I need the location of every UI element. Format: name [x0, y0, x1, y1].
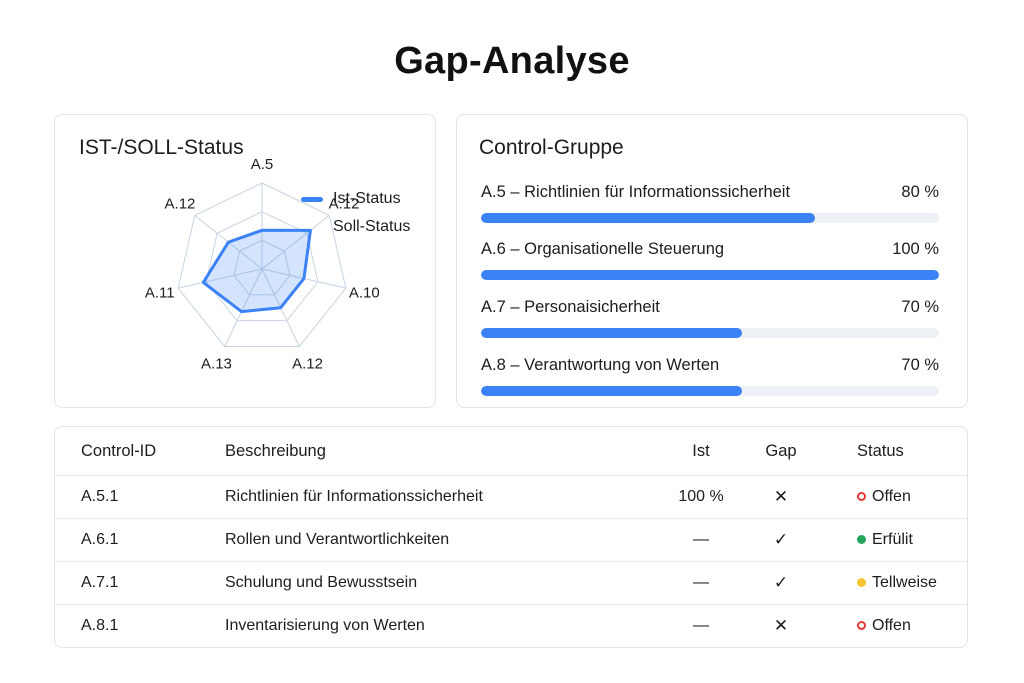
group-row: A.6 – Organisationelle Steuerung 100 %: [481, 240, 939, 284]
cell-ist: 100 %: [678, 487, 724, 505]
cell-control-id: A.8.1: [81, 616, 119, 634]
cell-description: Rollen und Verantwortlichkeiten: [225, 530, 450, 548]
table-row[interactable]: A.6.1 Rollen und Verantwortlichkeiten — …: [55, 518, 967, 562]
radar-axis-label: A.5: [251, 156, 274, 173]
table-row[interactable]: A.7.1 Schulung und Bewusstsein — ✓ Tellw…: [55, 561, 967, 605]
table-row[interactable]: A.5.1 Richtlinien für Informationssicher…: [55, 475, 967, 519]
header-status[interactable]: Status: [857, 441, 904, 460]
progress-fill: [481, 270, 939, 280]
status-open-icon: [857, 492, 866, 501]
legend-item-soll: Soll-Status: [301, 213, 410, 241]
table-header: Control-ID Beschreibung Ist Gap Status: [55, 427, 967, 476]
cell-description: Inventarisierung von Werten: [225, 616, 425, 634]
status-badge: Offen: [857, 604, 911, 647]
legend-swatch-soll: [301, 225, 323, 230]
radar-spoke: [224, 268, 263, 347]
legend-label-soll: Soll-Status: [333, 218, 411, 235]
cell-ist: —: [693, 530, 709, 548]
status-label: Erfülit: [872, 530, 913, 548]
cell-control-id: A.7.1: [81, 573, 119, 591]
progress-fill: [481, 213, 816, 223]
status-badge: Erfülit: [857, 518, 913, 561]
gap-cross-icon: ✕: [773, 615, 789, 635]
cell-description: Schulung und Bewusstsein: [225, 573, 418, 591]
progress-track: [481, 213, 939, 223]
radar-series-ist: [201, 228, 312, 314]
header-gap[interactable]: Gap: [765, 441, 797, 460]
cell-description: Richtlinien für Informationssicherheit: [225, 487, 483, 505]
group-row: A.8 – Verantwortung von Werten 70 %: [481, 356, 939, 400]
group-percent: 70 %: [901, 356, 939, 374]
control-gruppe-card: Control-Gruppe A.5 – Richtlinien für Inf…: [456, 114, 968, 408]
progress-fill: [481, 386, 743, 396]
progress-fill: [481, 328, 743, 338]
groups-card-title: Control-Gruppe: [479, 136, 624, 159]
group-label: A.6 – Organisationelle Steuerung: [481, 240, 725, 258]
status-open-icon: [857, 621, 866, 630]
radar-chart: A.5 A.12 A.10 A.12 A.13 A.11 A.12: [145, 156, 380, 373]
header-beschreibung[interactable]: Beschreibung: [225, 441, 326, 460]
cell-ist: —: [693, 616, 709, 634]
legend-label-ist: Ist-Status: [333, 190, 401, 207]
gap-check-icon: ✓: [773, 572, 789, 592]
group-label: A.7 – Personaisicherheit: [481, 298, 660, 316]
status-done-icon: [857, 535, 866, 544]
radar-axis-label: A.12: [165, 196, 196, 213]
legend-item-ist: Ist-Status: [301, 185, 410, 213]
page-title: Gap-Analyse: [394, 40, 630, 82]
radar-axis-label: A.11: [145, 284, 175, 301]
radar-grid-ring-1: [233, 239, 291, 296]
group-label: A.8 – Verantwortung von Werten: [481, 356, 720, 374]
radar-grid-ring-3: [177, 182, 347, 347]
progress-track: [481, 270, 939, 280]
table-row[interactable]: A.8.1 Inventarisierung von Werten — ✕ Of…: [55, 604, 967, 647]
status-label: Tellweise: [872, 573, 937, 591]
group-row: A.7 – Personaisicherheit 70 %: [481, 298, 939, 342]
status-label: Offen: [872, 487, 911, 505]
radar-legend: Ist-Status Soll-Status: [301, 185, 410, 241]
status-partial-icon: [857, 578, 866, 587]
legend-swatch-ist: [301, 196, 323, 202]
header-ist[interactable]: Ist: [692, 441, 710, 460]
radar-spoke: [178, 268, 263, 289]
progress-track: [481, 386, 939, 396]
gap-check-icon: ✓: [773, 529, 789, 549]
radar-card-title: IST-/SOLL-Status: [79, 136, 244, 159]
group-percent: 70 %: [901, 298, 939, 316]
radar-spoke: [261, 214, 330, 270]
controls-table: Control-ID Beschreibung Ist Gap Status A…: [54, 426, 968, 648]
radar-axis-label: A.13: [201, 356, 232, 373]
group-percent: 100 %: [892, 240, 939, 258]
header-control-id[interactable]: Control-ID: [81, 441, 157, 460]
cell-control-id: A.5.1: [81, 487, 119, 505]
status-badge: Tellweise: [857, 561, 937, 604]
radar-axis-label: A.10: [349, 284, 380, 301]
group-label: A.5 – Richtlinien für Informationssicher…: [481, 183, 791, 201]
gap-cross-icon: ✕: [773, 486, 789, 506]
ist-soll-status-card: IST-/SOLL-Status A.5 A.12 A.10 A.12 A.13 A.11…: [54, 114, 436, 408]
cell-control-id: A.6.1: [81, 530, 119, 548]
progress-track: [481, 328, 939, 338]
status-label: Offen: [872, 616, 911, 634]
radar-axis-label: A.12: [292, 356, 323, 373]
cell-ist: —: [693, 573, 709, 591]
group-percent: 80 %: [901, 183, 939, 201]
status-badge: Offen: [857, 475, 911, 518]
radar-axis-label: A.12: [329, 196, 360, 213]
group-row: A.5 – Richtlinien für Informationssicher…: [481, 183, 939, 227]
